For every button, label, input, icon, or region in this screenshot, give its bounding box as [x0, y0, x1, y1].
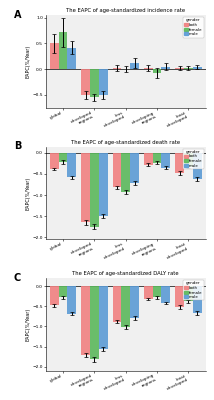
Bar — [113, 153, 121, 188]
Bar — [81, 286, 90, 356]
Bar — [59, 286, 67, 298]
Bar — [162, 66, 170, 69]
Bar — [99, 153, 108, 216]
Bar — [50, 286, 59, 306]
Text: C: C — [14, 272, 21, 282]
Bar — [121, 286, 130, 327]
Bar — [184, 286, 193, 302]
Bar — [175, 68, 184, 69]
Bar — [130, 153, 139, 183]
Bar — [59, 153, 67, 162]
Bar — [175, 153, 184, 173]
Bar — [67, 286, 76, 314]
Bar — [67, 153, 76, 177]
Bar — [90, 286, 99, 360]
Text: A: A — [14, 10, 21, 20]
Bar — [113, 68, 121, 69]
Bar — [193, 286, 202, 313]
Bar — [113, 286, 121, 322]
Bar — [90, 153, 99, 227]
Bar — [144, 286, 153, 299]
Bar — [193, 153, 202, 179]
Y-axis label: EAPC(%/Year): EAPC(%/Year) — [26, 45, 31, 78]
Bar — [153, 69, 162, 73]
Bar — [50, 153, 59, 169]
Bar — [59, 32, 67, 69]
Text: B: B — [14, 141, 21, 151]
Bar — [184, 68, 193, 69]
Bar — [81, 153, 90, 222]
Bar — [144, 68, 153, 69]
Bar — [162, 286, 170, 303]
Legend: both, female, male: both, female, male — [183, 280, 204, 300]
Bar — [90, 69, 99, 98]
Bar — [144, 153, 153, 165]
Title: The EAPC of age-standardized incidence rate: The EAPC of age-standardized incidence r… — [66, 8, 185, 13]
Bar — [99, 69, 108, 95]
Bar — [121, 153, 130, 192]
Bar — [99, 286, 108, 349]
Bar — [130, 63, 139, 69]
Bar — [193, 67, 202, 69]
Bar — [130, 286, 139, 318]
Bar — [153, 153, 162, 162]
Bar — [81, 69, 90, 95]
Title: The EAPC of age-standardized DALY rate: The EAPC of age-standardized DALY rate — [72, 271, 179, 276]
Bar — [184, 153, 193, 167]
Y-axis label: EAPC(%/Year): EAPC(%/Year) — [26, 176, 31, 210]
Y-axis label: EAPC(%/Year): EAPC(%/Year) — [26, 308, 31, 341]
Title: The EAPC of age-standardized death rate: The EAPC of age-standardized death rate — [71, 140, 180, 145]
Bar — [175, 286, 184, 307]
Bar — [162, 153, 170, 168]
Bar — [67, 48, 76, 69]
Bar — [153, 286, 162, 298]
Legend: both, female, male: both, female, male — [183, 148, 204, 169]
Bar — [50, 44, 59, 69]
Legend: both, female, male: both, female, male — [183, 17, 204, 38]
